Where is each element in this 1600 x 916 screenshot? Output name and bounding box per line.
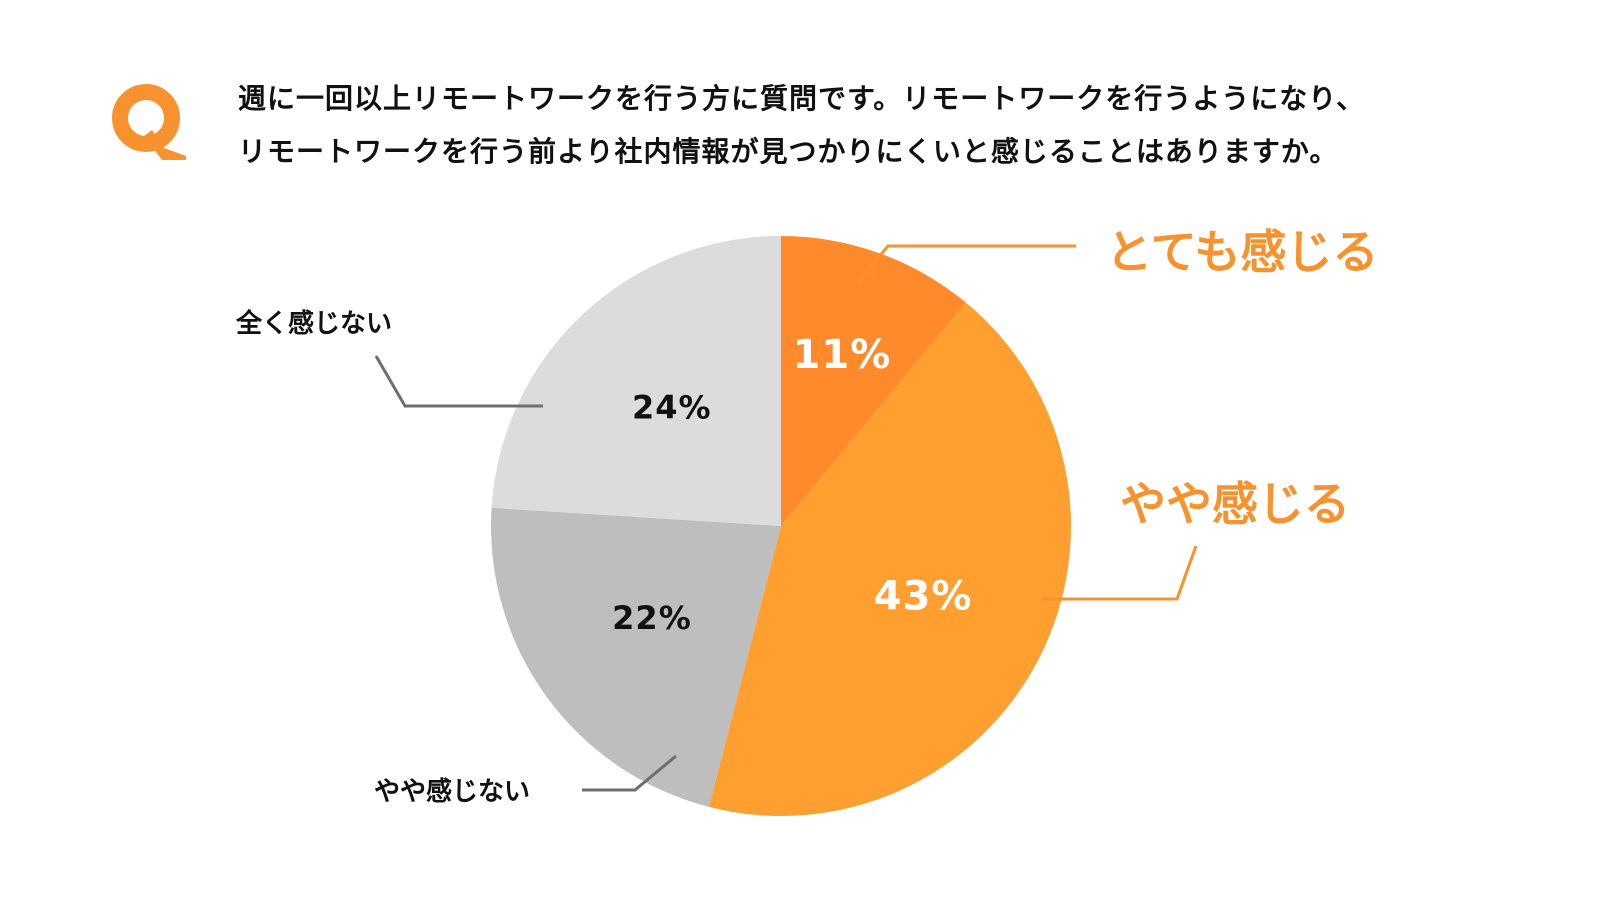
category-label-yaya-nai: やや感じない [374, 777, 530, 807]
category-label-totemo: とても感じる [1106, 225, 1378, 279]
question-line-1: 週に一回以上リモートワークを行う方に質問です。リモートワークを行うようになり、 [238, 82, 1366, 115]
category-label-yaya: やや感じる [1120, 477, 1350, 531]
value-label-yaya: 43% [874, 573, 973, 619]
pie-slice-yaya [708, 302, 1072, 816]
leader-line-totemo [856, 244, 1076, 283]
value-label-totemo: 11% [793, 332, 892, 378]
leader-line-yaya [1042, 545, 1198, 601]
question-text: 週に一回以上リモートワークを行う方に質問です。リモートワークを行うようになり、 … [238, 72, 1498, 178]
pie-slice-totemo [781, 236, 966, 526]
pie-slice-mattaku-nai [491, 236, 781, 526]
leader-line-mattaku-nai [374, 355, 543, 408]
value-label-mattaku-nai: 24% [632, 389, 712, 427]
q-mark-icon [112, 84, 186, 160]
leader-line-yaya-nai [582, 754, 677, 792]
category-label-mattaku-nai: 全く感じない [235, 308, 392, 339]
question-line-2: リモートワークを行う前より社内情報が見つかりにくいと感じることはありますか。 [238, 135, 1339, 168]
pie-slice-yaya-nai [491, 507, 781, 807]
value-label-yaya-nai: 22% [612, 599, 692, 637]
